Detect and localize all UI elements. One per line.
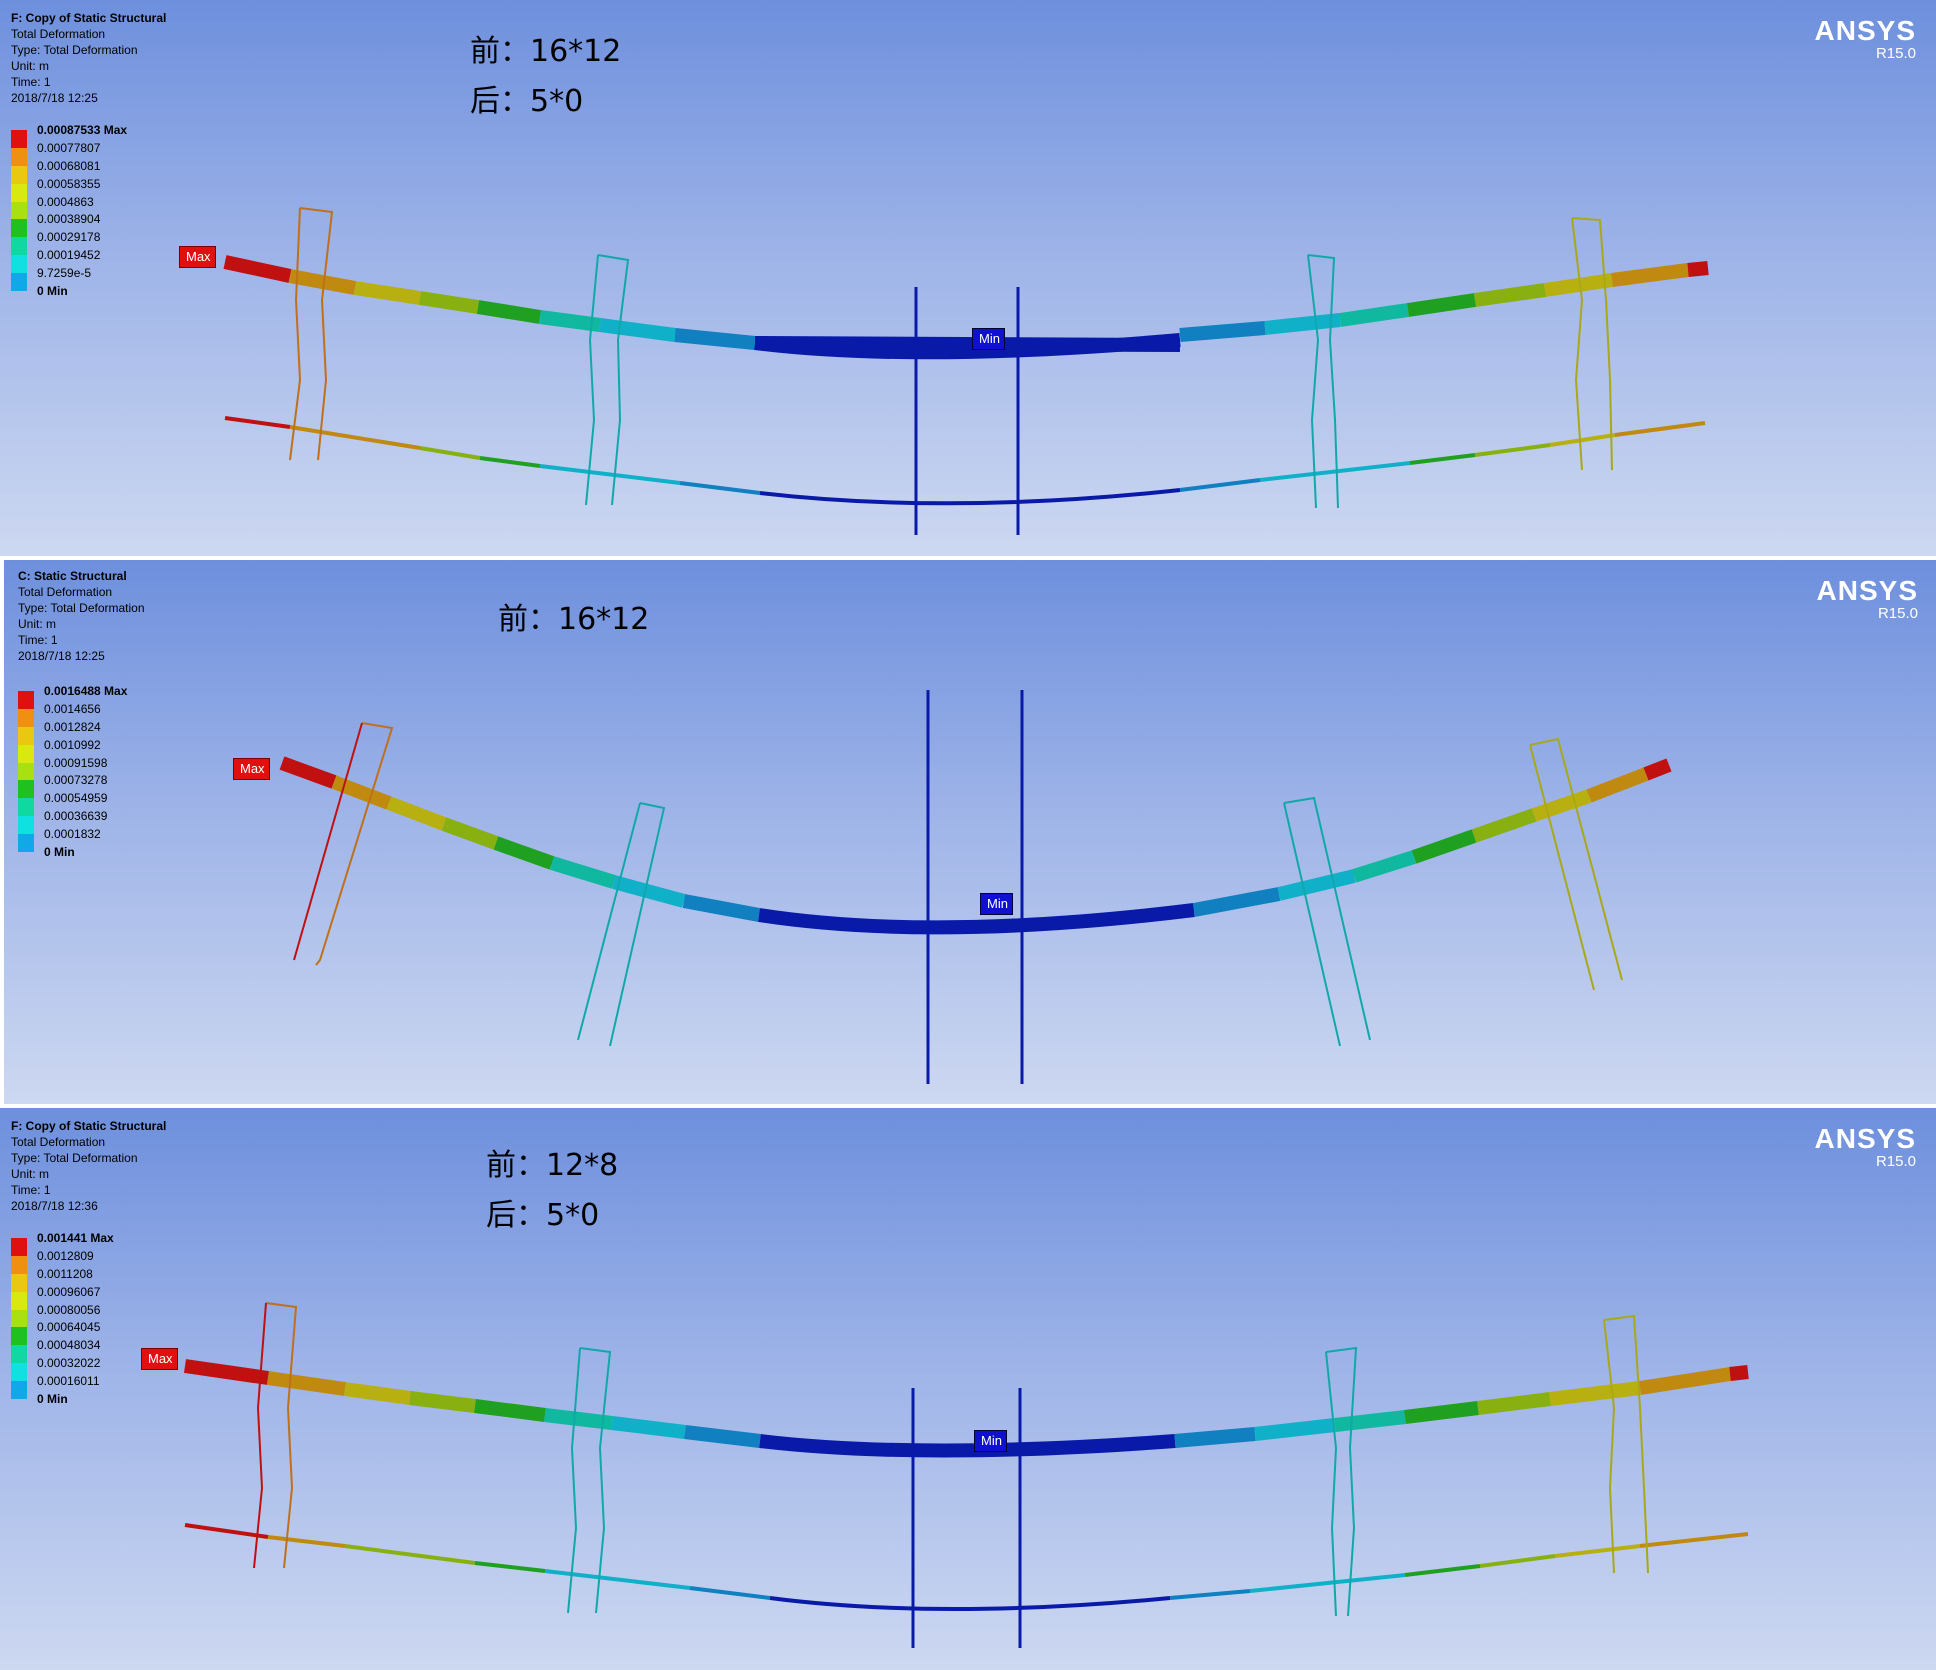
result-unit: Unit: m bbox=[11, 59, 50, 73]
result-info: C: Static Structural Total Deformation T… bbox=[18, 568, 145, 664]
annotation-front: 前：16*12 bbox=[470, 34, 622, 69]
columns bbox=[293, 722, 1623, 1047]
legend-label: 0.00058355 bbox=[37, 176, 101, 191]
legend-label: 0.00036639 bbox=[44, 809, 108, 824]
result-time: Time: 1 bbox=[11, 1183, 51, 1197]
legend-label: 0.0004863 bbox=[37, 194, 94, 209]
center-piers bbox=[914, 287, 1020, 535]
ansys-logo: ANSYS R15.0 bbox=[1816, 575, 1918, 622]
ansys-logo: ANSYS R15.0 bbox=[1814, 1123, 1916, 1170]
legend-label: 0.00054959 bbox=[44, 791, 108, 806]
legend-label: 0.00048034 bbox=[37, 1338, 101, 1353]
deformation-model-1 bbox=[223, 207, 1709, 535]
legend-label: 0 Min bbox=[37, 284, 68, 299]
analysis-title: F: Copy of Static Structural bbox=[11, 11, 167, 25]
legend-label: 0 Min bbox=[44, 845, 75, 860]
legend-label: 0.00073278 bbox=[44, 773, 108, 788]
legend-label: 0.00077807 bbox=[37, 140, 101, 155]
legend-label: 0.001441 Max bbox=[37, 1231, 114, 1245]
legend-label: 0.0012824 bbox=[44, 719, 101, 734]
legend-label: 0.00016011 bbox=[37, 1374, 100, 1389]
min-probe-tag[interactable]: Min bbox=[972, 328, 1005, 350]
result-unit: Unit: m bbox=[11, 1167, 50, 1181]
result-type: Type: Total Deformation bbox=[11, 43, 138, 57]
lower-beam bbox=[184, 1523, 1749, 1611]
result-name: Total Deformation bbox=[11, 1135, 106, 1149]
legend-label: 0.00068081 bbox=[37, 158, 101, 173]
annotation-front: 前：12*8 bbox=[486, 1148, 619, 1183]
center-piers bbox=[911, 1388, 1022, 1648]
columns bbox=[289, 207, 1613, 509]
result-time: Time: 1 bbox=[11, 75, 51, 89]
result-date: 2018/7/18 12:25 bbox=[11, 91, 98, 105]
legend-label: 0.00019452 bbox=[37, 248, 101, 263]
result-type: Type: Total Deformation bbox=[11, 1151, 138, 1165]
result-type: Type: Total Deformation bbox=[18, 601, 145, 615]
lower-beam bbox=[224, 416, 1706, 506]
legend-label: 0.0010992 bbox=[44, 737, 101, 752]
result-date: 2018/7/18 12:25 bbox=[18, 649, 105, 663]
legend-label: 0.00038904 bbox=[37, 212, 101, 227]
annotation-back: 后：5*0 bbox=[470, 84, 584, 119]
max-probe-tag[interactable]: Max bbox=[141, 1348, 178, 1370]
deformation-model-3 bbox=[183, 1302, 1749, 1648]
result-name: Total Deformation bbox=[11, 27, 106, 41]
legend-label: 0.00096067 bbox=[37, 1284, 101, 1299]
legend-label: 0.0001832 bbox=[44, 827, 101, 842]
legend-label: 0.00029178 bbox=[37, 230, 101, 245]
result-info: F: Copy of Static Structural Total Defor… bbox=[11, 10, 166, 106]
max-probe-tag[interactable]: Max bbox=[233, 758, 270, 780]
result-date: 2018/7/18 12:36 bbox=[11, 1199, 98, 1213]
viewport-panel-2[interactable]: C: Static Structural Total Deformation T… bbox=[4, 560, 1936, 1104]
legend-label: 0.00087533 Max bbox=[37, 123, 128, 137]
max-probe-tag[interactable]: Max bbox=[179, 246, 216, 268]
upper-beam bbox=[279, 756, 1672, 935]
min-probe-tag[interactable]: Min bbox=[974, 1430, 1007, 1452]
columns bbox=[253, 1302, 1649, 1617]
upper-beam bbox=[183, 1359, 1749, 1458]
annotation-front: 前：16*12 bbox=[498, 602, 650, 637]
legend-label: 0.0011208 bbox=[37, 1266, 93, 1281]
deformation-model-2 bbox=[279, 690, 1672, 1084]
legend-label: 0 Min bbox=[37, 1392, 68, 1407]
legend-label: 0.0014656 bbox=[44, 701, 101, 716]
result-info: F: Copy of Static Structural Total Defor… bbox=[11, 1118, 166, 1214]
analysis-title: C: Static Structural bbox=[18, 569, 127, 583]
annotation-back: 后：5*0 bbox=[486, 1198, 600, 1233]
analysis-title: F: Copy of Static Structural bbox=[11, 1119, 167, 1133]
viewport-panel-3[interactable]: F: Copy of Static Structural Total Defor… bbox=[0, 1108, 1936, 1670]
result-name: Total Deformation bbox=[18, 585, 113, 599]
ansys-logo: ANSYS R15.0 bbox=[1814, 15, 1916, 62]
legend-label: 0.0016488 Max bbox=[44, 684, 128, 698]
center-piers bbox=[926, 690, 1024, 1084]
legend-label: 0.00091598 bbox=[44, 755, 108, 770]
result-unit: Unit: m bbox=[18, 617, 57, 631]
viewport-panel-1[interactable]: F: Copy of Static Structural Total Defor… bbox=[0, 0, 1936, 556]
upper-beam bbox=[223, 255, 1709, 352]
legend-label: 0.0012809 bbox=[37, 1248, 94, 1263]
legend-label: 0.00064045 bbox=[37, 1320, 101, 1335]
result-time: Time: 1 bbox=[18, 633, 58, 647]
legend-label: 9.7259e-5 bbox=[37, 266, 92, 281]
min-probe-tag[interactable]: Min bbox=[980, 893, 1013, 915]
legend-label: 0.00032022 bbox=[37, 1356, 101, 1371]
legend-label: 0.00080056 bbox=[37, 1302, 101, 1317]
